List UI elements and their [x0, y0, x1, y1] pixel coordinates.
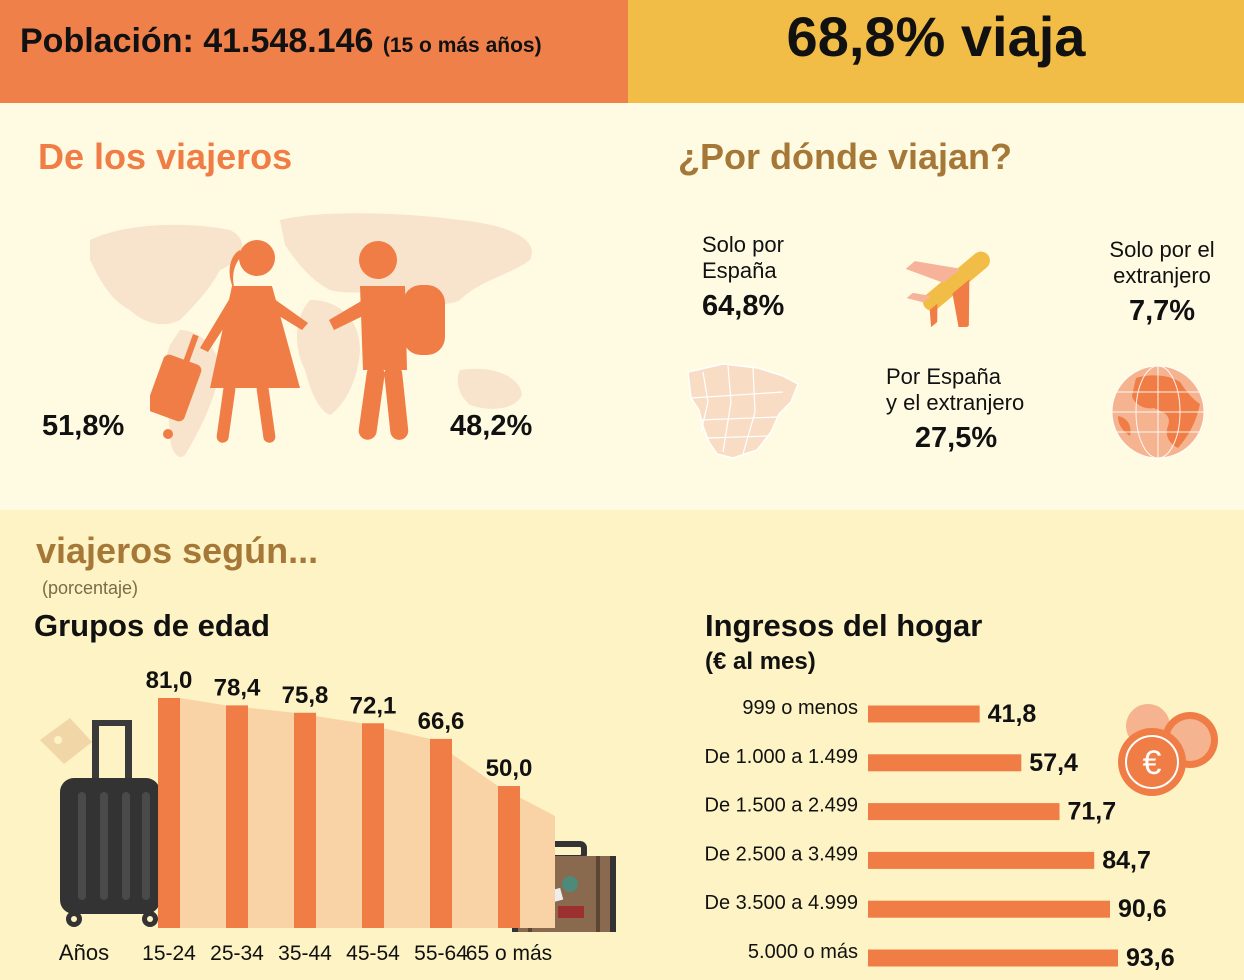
- airplane-icon: [905, 251, 990, 327]
- income-bar: [868, 900, 1110, 918]
- income-bar-chart: 999 o menos 41,8 De 1.000 a 1.499 57,4 De 1.…: [705, 697, 1175, 972]
- income-bar-value-label: 84,7: [1102, 846, 1151, 874]
- age-bar: [430, 738, 452, 928]
- euro-coins-icon: €: [1118, 704, 1218, 796]
- age-category-label: 25-34: [210, 942, 264, 965]
- rolling-suitcase-icon: [40, 718, 160, 927]
- age-chart-title: Grupos de edad: [34, 608, 270, 643]
- age-category-label: 15-24: [142, 942, 196, 965]
- age-bar-value-label: 66,6: [418, 708, 465, 735]
- age-bar-value-label: 72,1: [350, 692, 397, 719]
- population-text: Población: 41.548.146 (15 o más años): [20, 22, 542, 61]
- income-bar: [868, 803, 1060, 821]
- income-bar-value-label: 90,6: [1118, 895, 1167, 923]
- income-chart-title: Ingresos del hogar: [705, 608, 983, 643]
- age-category-label: 55-64: [414, 942, 468, 965]
- middle-section: [0, 103, 1244, 510]
- travel-share-banner: [628, 0, 1244, 103]
- male-percentage: 48,2%: [450, 410, 533, 442]
- income-category-label: 999 o menos: [742, 697, 858, 719]
- age-bar-value-label: 81,0: [146, 667, 193, 694]
- spain-only-label-2: España: [702, 258, 777, 283]
- population-label: Población: 41.548.146: [20, 22, 374, 60]
- age-bar: [294, 712, 316, 928]
- both-block: Por España y el extranjero 27,5%: [886, 364, 1026, 455]
- income-bar-value-label: 57,4: [1029, 749, 1078, 777]
- age-bar: [362, 723, 384, 928]
- abroad-only-percentage: 7,7%: [1128, 295, 1196, 327]
- age-bar-value-label: 75,8: [282, 682, 329, 709]
- svg-text:€: €: [1143, 744, 1162, 782]
- income-bar: [868, 705, 980, 723]
- income-bar-value-label: 41,8: [988, 700, 1037, 728]
- travel-share-headline: 68,8% viaja: [786, 5, 1086, 68]
- abroad-only-label-1: Solo por el: [1109, 237, 1215, 262]
- income-category-label: De 2.500 a 3.499: [705, 843, 858, 865]
- income-chart-subtitle: (€ al mes): [705, 648, 816, 675]
- age-bar-chart: 81,0 15-24 78,4 25-34 75,8 35-44 72,1 45-54 66,6…: [59, 667, 555, 965]
- travelers-title: De los viajeros: [38, 136, 293, 177]
- income-category-label: De 3.500 a 4.999: [705, 892, 858, 914]
- female-percentage: 51,8%: [42, 410, 125, 442]
- age-bar-value-label: 50,0: [486, 755, 533, 782]
- abroad-only-label-2: extranjero: [1113, 263, 1211, 288]
- income-category-label: De 1.000 a 1.499: [705, 746, 858, 768]
- age-category-label: 35-44: [278, 942, 332, 965]
- spain-only-percentage: 64,8%: [702, 290, 785, 322]
- age-bar: [498, 786, 520, 928]
- spain-map-icon: [687, 363, 799, 459]
- income-bar: [868, 851, 1095, 869]
- where-title: ¿Por dónde viajan?: [678, 136, 1013, 177]
- spain-only-label-1: Solo por: [702, 232, 784, 257]
- section-title: viajeros según...: [36, 530, 319, 571]
- both-label-1: Por España: [886, 364, 1001, 389]
- globe-icon: [1111, 365, 1205, 459]
- income-category-label: De 1.500 a 2.499: [705, 795, 858, 817]
- age-bar-value-label: 78,4: [214, 674, 261, 701]
- income-bar: [868, 949, 1118, 967]
- income-bar: [868, 754, 1022, 772]
- age-category-label: 45-54: [346, 942, 400, 965]
- both-percentage: 27,5%: [914, 422, 998, 454]
- population-note: (15 o más años): [382, 34, 542, 57]
- age-bar: [226, 705, 248, 928]
- both-label-2: y el extranjero: [886, 390, 1025, 415]
- section-subtitle: (porcentaje): [42, 578, 139, 598]
- income-category-label: 5.000 o más: [748, 941, 858, 963]
- income-bar-value-label: 93,6: [1126, 944, 1175, 972]
- age-bar: [158, 698, 180, 928]
- age-axis-label: Años: [59, 940, 109, 965]
- population-banner: [0, 0, 628, 103]
- income-bar-value-label: 71,7: [1068, 798, 1117, 826]
- abroad-only-block: Solo por el extranjero 7,7%: [1090, 237, 1234, 328]
- age-category-label: 65 o más: [466, 942, 552, 965]
- female-traveler-icon: [150, 240, 308, 443]
- male-traveler-icon: [329, 241, 445, 440]
- spain-only-block: Solo por España 64,8%: [702, 232, 784, 323]
